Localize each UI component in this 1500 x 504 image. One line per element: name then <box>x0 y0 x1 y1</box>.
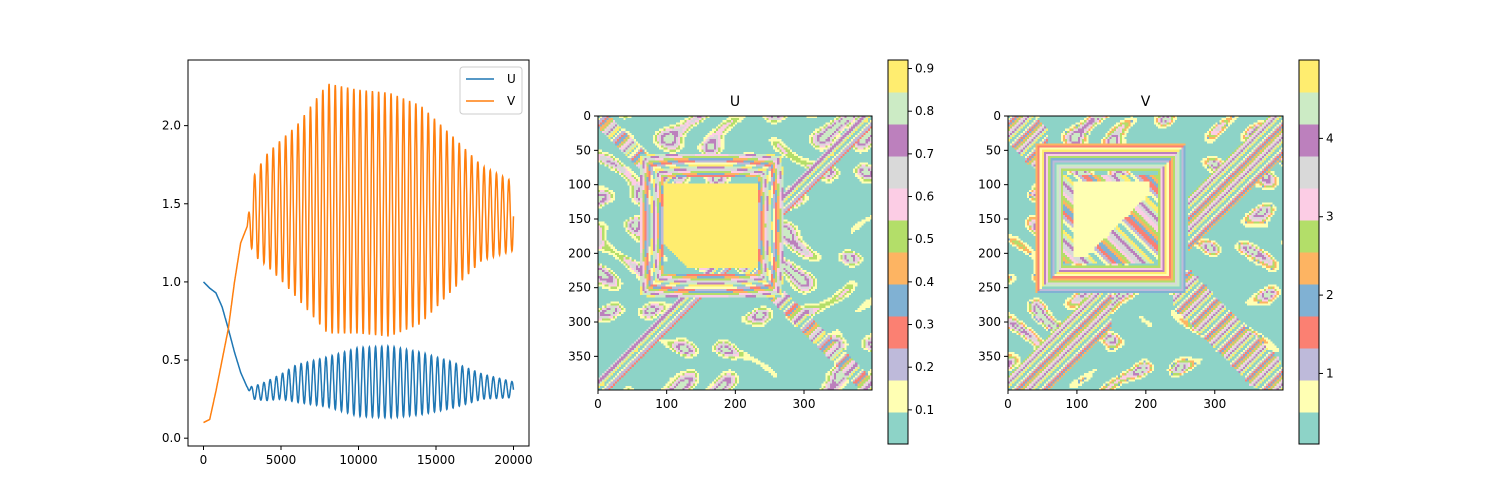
y-tick-label: 0.0 <box>162 431 181 445</box>
legend-label: U <box>507 72 516 86</box>
x-tick-label: 15000 <box>417 453 455 467</box>
y-tick-label: 1.0 <box>162 275 181 289</box>
legend: UV <box>460 67 522 114</box>
x-tick-label: 10000 <box>339 453 377 467</box>
x-tick-label: 5000 <box>266 453 297 467</box>
y-tick-label: 0.5 <box>162 353 181 367</box>
series-line-U <box>204 282 514 418</box>
y-tick-label: 1.5 <box>162 197 181 211</box>
x-tick-label: 20000 <box>494 453 532 467</box>
x-tick-label: 0 <box>200 453 208 467</box>
line-plot-axes: 0 5000 10000 15000 20000 0.0 0.5 1.0 1.5 2.0 UV <box>162 60 533 467</box>
heatmap-cells <box>598 116 873 391</box>
y-tick-label: 2.0 <box>162 119 181 133</box>
legend-label: V <box>507 94 516 108</box>
